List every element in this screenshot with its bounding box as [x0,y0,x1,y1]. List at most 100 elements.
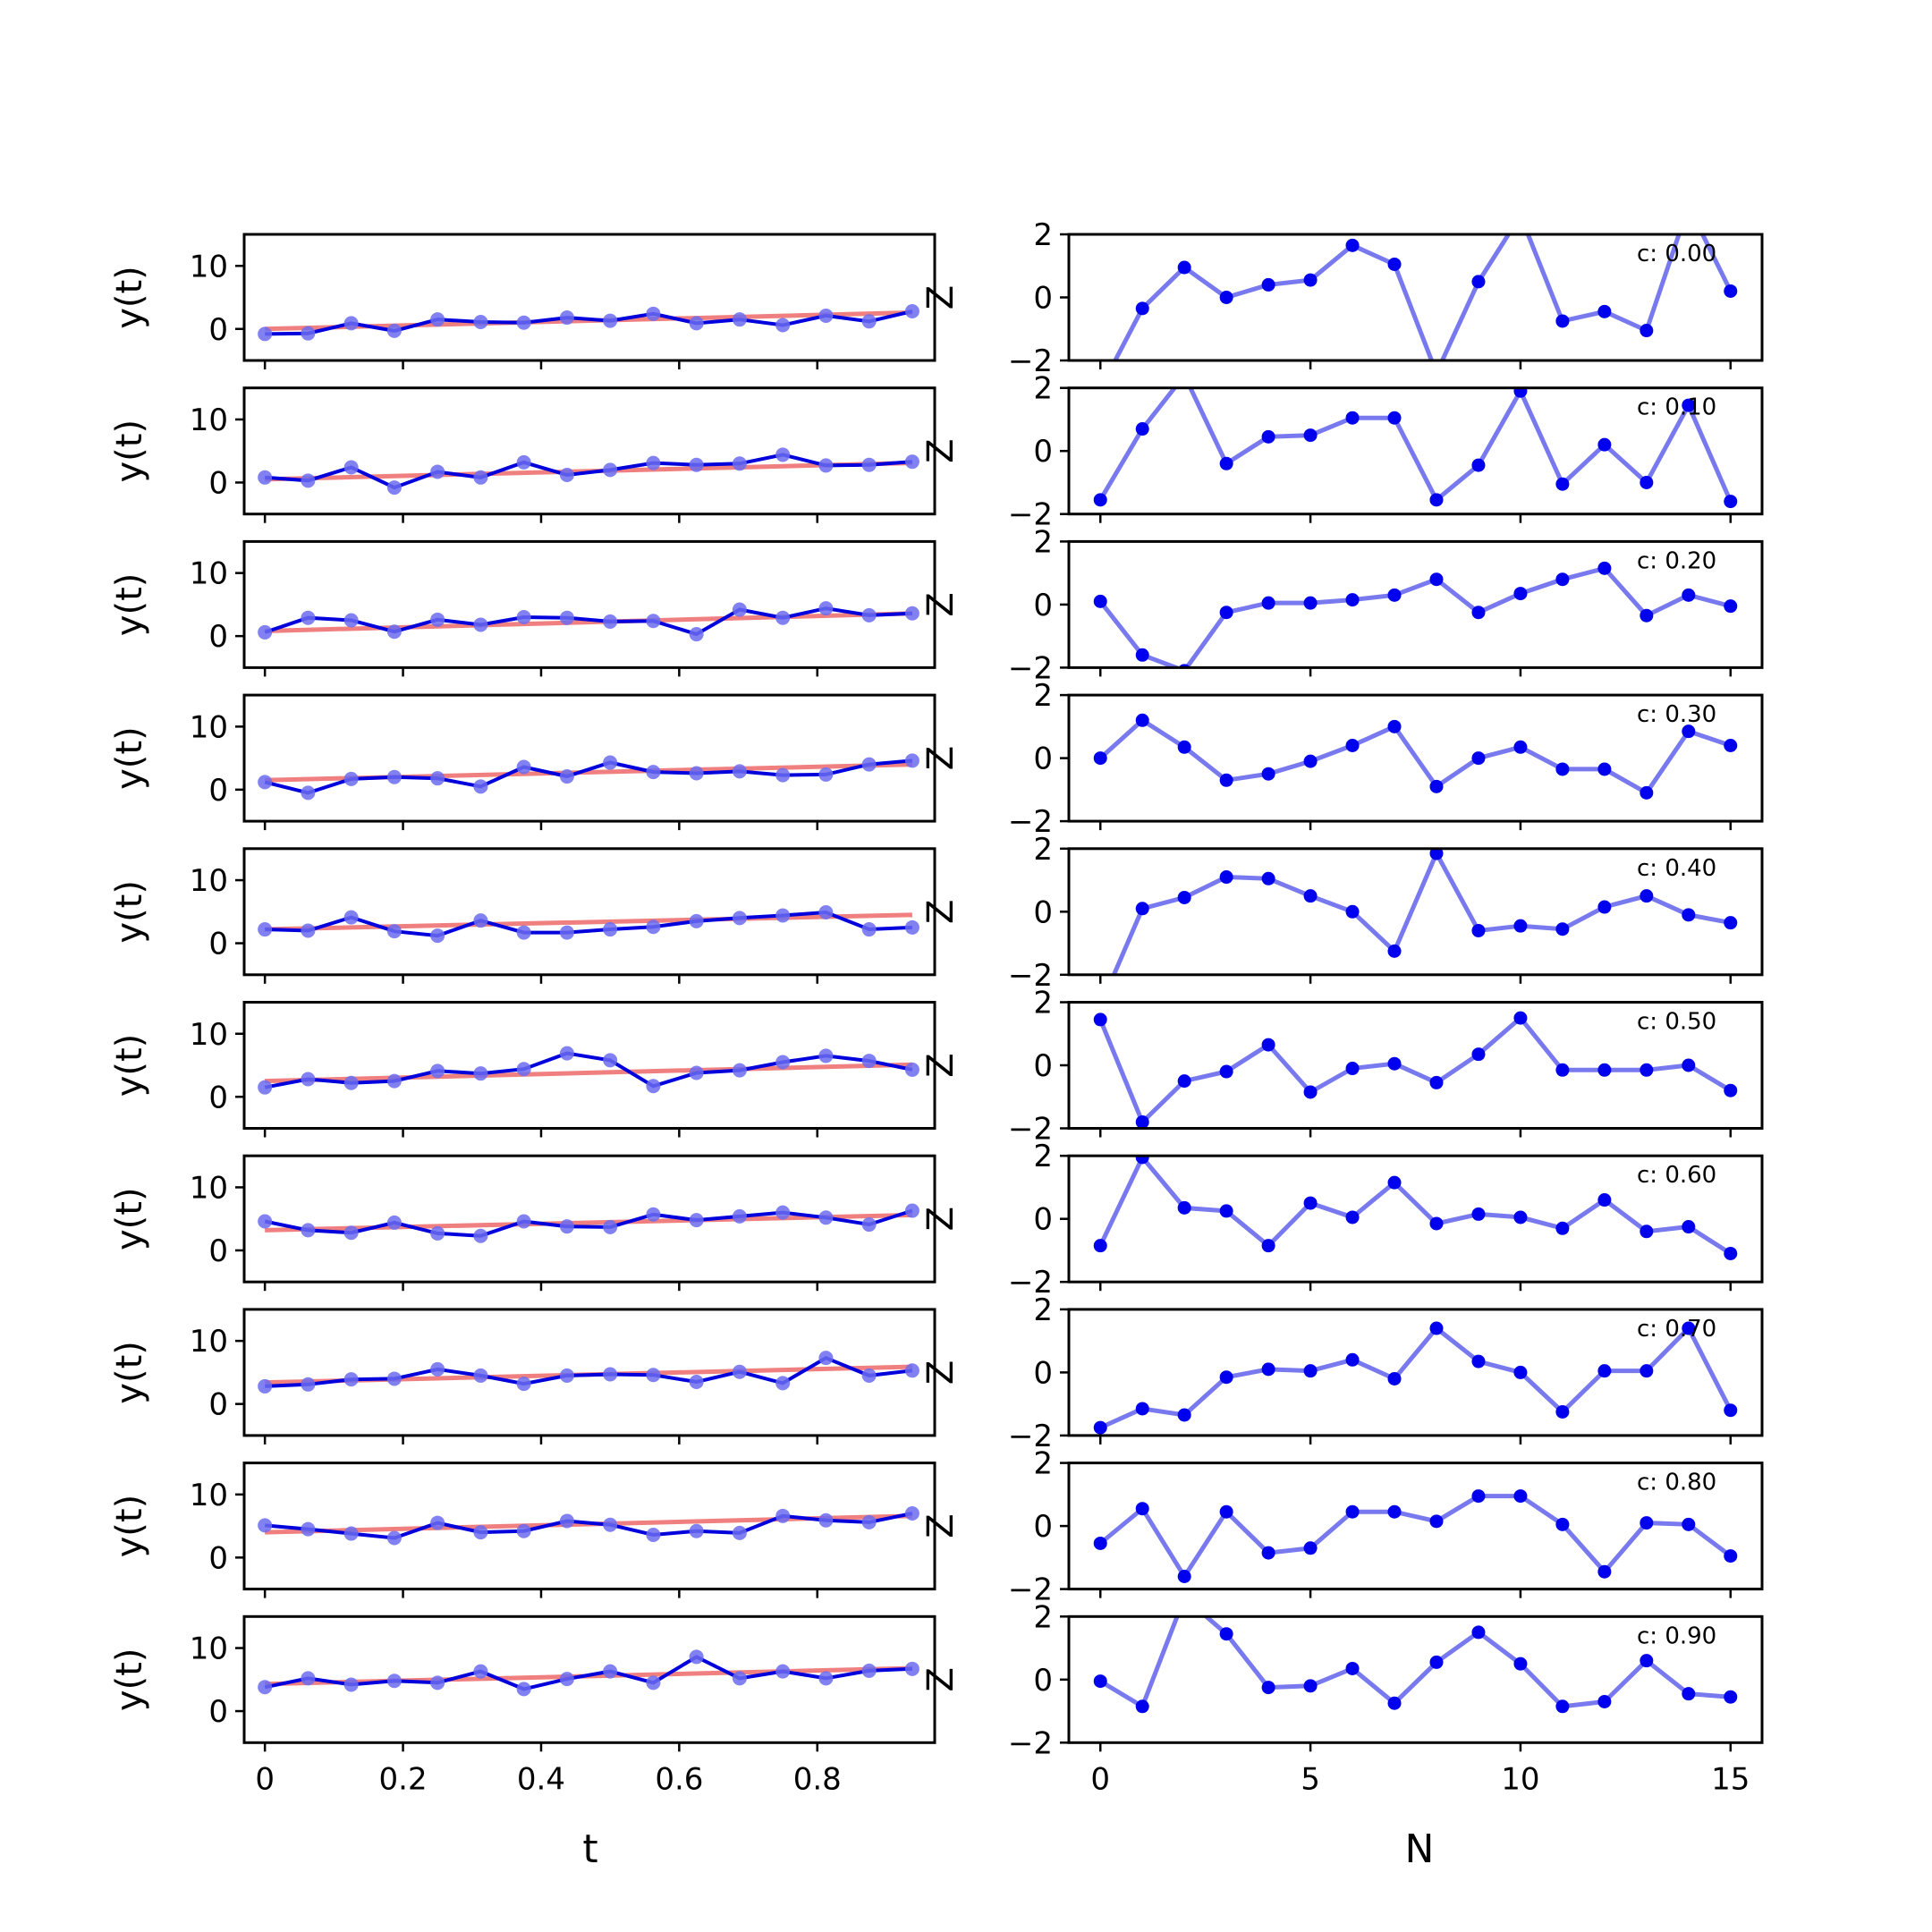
data-series-line [264,758,913,795]
data-point [258,326,273,342]
data-point [386,480,402,496]
z-data-point [1682,724,1696,739]
data-point [904,304,919,319]
z-y-tick-label: −2 [1008,497,1053,533]
data-point [258,1518,273,1533]
z-data-point [1177,1408,1191,1422]
z-axis-label: Z [920,1207,962,1231]
data-point [818,1671,834,1686]
z-data-point [1471,275,1486,289]
c-value-label: c: 0.10 [1637,394,1716,421]
data-point [904,454,919,470]
z-data-point [1219,1504,1233,1519]
data-point [603,313,618,328]
data-point [904,606,919,621]
data-point [689,1374,704,1389]
data-point [775,767,791,783]
z-data-point [1219,1627,1233,1641]
z-data-point [1387,1696,1402,1710]
y-tick-label: 10 [190,709,228,745]
data-point [689,316,704,331]
z-series-line [1098,717,1732,796]
data-point [430,1063,445,1079]
data-point [301,1377,316,1392]
z-data-point [1513,1210,1528,1224]
y-axis-label: y(t) [109,419,150,483]
z-data-point [1345,411,1360,425]
z-y-tick-label: 0 [1033,1048,1053,1084]
data-point [430,312,445,327]
z-data-point [1597,1193,1612,1208]
data-point [732,456,747,471]
data-point [775,1664,791,1679]
z-data-point [1387,411,1402,425]
data-point [818,308,834,323]
z-data-point [1597,1564,1612,1579]
data-point [732,1063,747,1078]
z-data-point [1724,1690,1738,1704]
z-data-point [1303,1679,1318,1693]
z-data-point [1303,273,1318,287]
y-axis-label: y(t) [109,1187,150,1250]
data-point [732,1364,747,1379]
data-point [258,470,273,485]
z-axis-label: Z [920,1513,962,1538]
z-data-point [1471,1047,1486,1062]
z-data-point [1178,369,1191,382]
data-point [473,470,488,485]
z-data-point [1345,1661,1360,1675]
data-point [430,1675,445,1690]
z-data-point [1513,919,1528,933]
z-data-point [1724,916,1738,930]
y-axis-label: y(t) [109,1648,150,1712]
z-data-point [1640,1654,1654,1668]
z-data-point [1513,587,1528,601]
z-data-point [1471,606,1486,620]
z-data-point [1513,387,1528,398]
data-point [386,1674,402,1689]
y-tick-label: 0 [208,1080,228,1115]
data-point [343,1677,359,1692]
z-x-tick-label: 5 [1301,1761,1320,1797]
z-data-point [1555,1699,1570,1714]
z-data-point [1093,1420,1107,1435]
left-panel-frame [242,1308,936,1437]
z-data-point [1303,1196,1318,1210]
trend-line [265,1062,912,1084]
z-data-point [1093,493,1107,507]
z-data-point [1093,1536,1107,1550]
z-data-point [1219,456,1233,470]
data-point [689,766,704,781]
z-data-point [1682,1058,1696,1072]
z-data-point [1682,1517,1696,1531]
data-point [559,1672,574,1687]
z-data-point [1724,599,1738,614]
z-series-line [1112,234,1733,360]
data-point [516,759,531,775]
z-data-point [1429,1514,1444,1529]
data-point [904,1363,919,1378]
z-data-point [1135,902,1149,916]
left-panel-6: 0 10 y(t) [109,1154,936,1292]
z-y-tick-label: −2 [1008,343,1053,379]
z-data-point [1555,572,1570,587]
z-data-point [1261,1546,1275,1560]
data-point [775,1376,791,1391]
z-y-tick-label: 2 [1033,1139,1053,1174]
z-data-point [1640,1224,1654,1239]
z-data-point [1429,493,1444,507]
y-tick-label: 10 [190,402,228,438]
z-data-point [1177,1074,1191,1089]
z-data-point [1429,367,1443,380]
left-panel-2: 0 10 y(t) [109,539,936,677]
data-point [646,765,661,780]
data-point [301,1521,316,1537]
z-data-point [1513,208,1527,222]
c-value-label: c: 0.50 [1637,1009,1716,1036]
z-y-tick-label: −2 [1008,1112,1053,1148]
z-data-point [1093,1239,1107,1253]
z-y-tick-label: 0 [1033,1355,1053,1391]
data-point [559,1219,574,1234]
data-point [818,905,834,920]
